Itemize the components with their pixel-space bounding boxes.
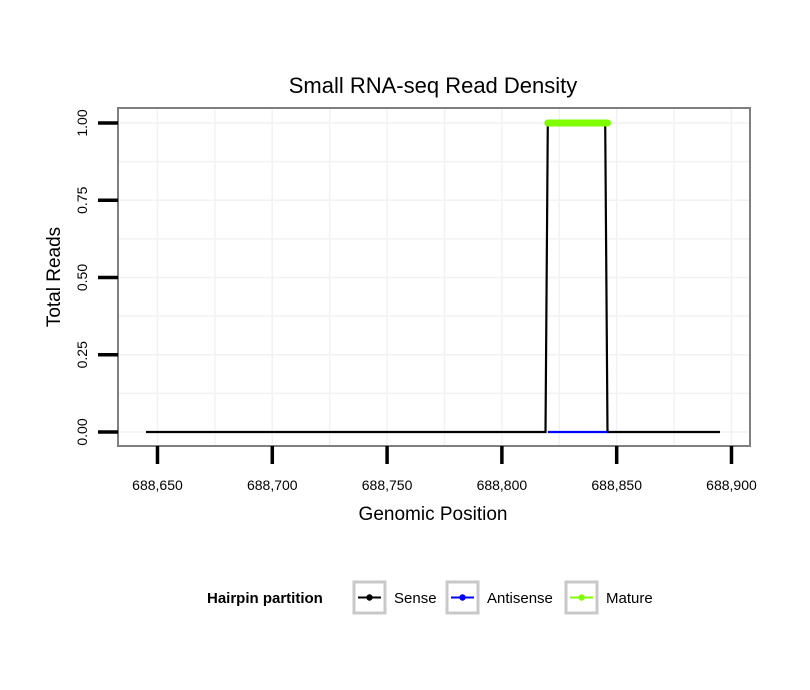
legend-label-sense: Sense	[394, 590, 437, 607]
data-series	[146, 119, 720, 434]
legend: Hairpin partition Sense Antisense Mature	[207, 580, 653, 615]
chart-title: Small RNA-seq Read Density	[289, 73, 578, 98]
x-tick-label: 688,750	[362, 477, 413, 493]
legend-key-dot	[578, 594, 585, 601]
legend-title: Hairpin partition	[207, 590, 323, 607]
x-tick-label: 688,700	[247, 477, 298, 493]
x-tick-label: 688,900	[706, 477, 757, 493]
legend-label-mature: Mature	[606, 590, 653, 607]
legend-key-antisense	[445, 580, 480, 615]
y-tick-label: 0.00	[74, 418, 90, 445]
y-axis-title: Total Reads	[44, 227, 65, 327]
x-tick-label: 688,800	[477, 477, 528, 493]
legend-key-sense	[352, 580, 387, 615]
x-tick-label: 688,650	[132, 477, 183, 493]
legend-label-antisense: Antisense	[487, 590, 553, 607]
y-tick-label: 1.00	[74, 109, 90, 136]
y-tick-label: 0.50	[74, 264, 90, 291]
x-axis-title: Genomic Position	[359, 504, 508, 525]
y-tick-label: 0.25	[74, 341, 90, 368]
grid-lines	[119, 109, 749, 445]
y-tick-label: 0.75	[74, 186, 90, 213]
axes: 688,650 688,700 688,750 688,800 688,850 688,9…	[74, 109, 757, 493]
legend-key-dot	[459, 594, 466, 601]
legend-key-dot	[366, 594, 373, 601]
legend-key-mature	[564, 580, 599, 615]
x-tick-label: 688,850	[591, 477, 642, 493]
